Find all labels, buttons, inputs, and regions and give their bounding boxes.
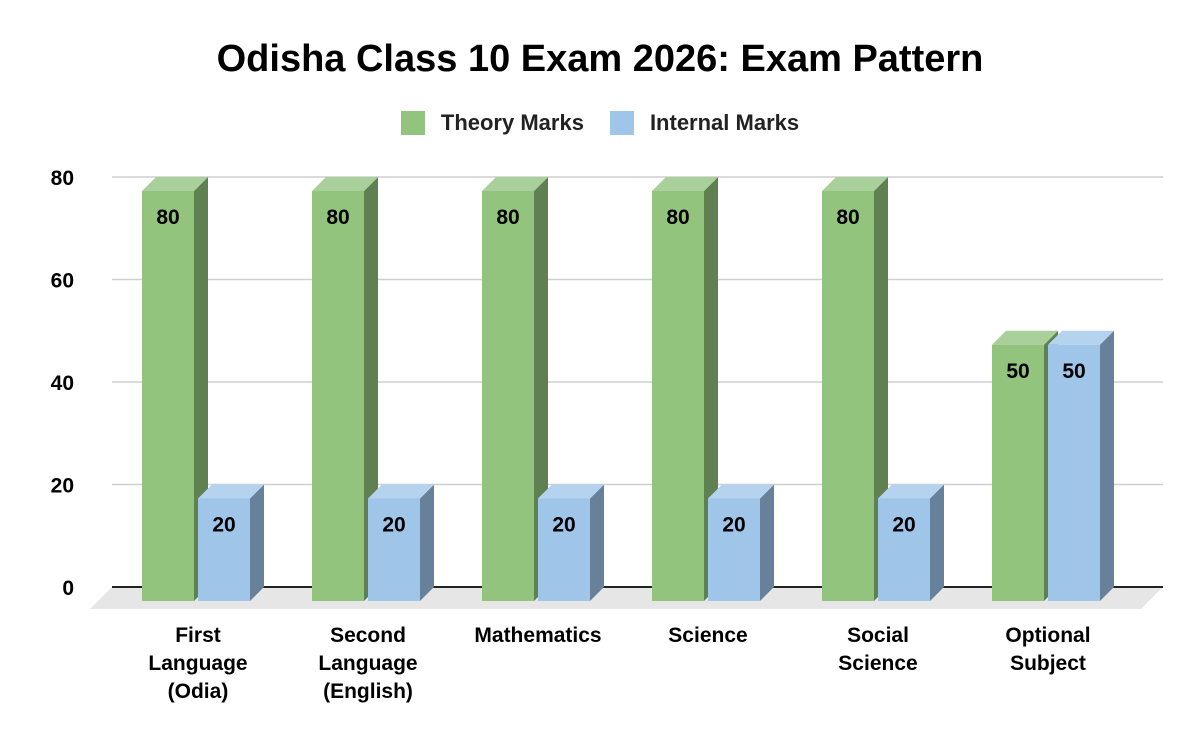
legend: Theory Marks Internal Marks [0, 110, 1200, 136]
data-label: 80 [836, 206, 859, 229]
data-label: 20 [722, 514, 745, 537]
bar-top [822, 177, 888, 191]
legend-item-internal: Internal Marks [609, 110, 800, 136]
bar-internal [708, 498, 760, 601]
x-tick-label: Social Science [838, 624, 917, 675]
bar-internal [1048, 344, 1100, 601]
data-label: 50 [1006, 360, 1029, 383]
data-label: 80 [496, 206, 519, 229]
bar-top [992, 330, 1058, 345]
y-tick-label: 60 [51, 270, 74, 293]
y-tick-label: 40 [51, 372, 74, 395]
data-label: 20 [892, 514, 915, 537]
bar-theory [652, 191, 704, 601]
bar-top [538, 484, 604, 499]
x-tick-label: Mathematics [474, 624, 601, 647]
bar-theory [142, 191, 194, 601]
bar-side [420, 484, 434, 601]
x-tick-label: Second Language (English) [318, 624, 417, 703]
legend-label-internal: Internal Marks [649, 110, 800, 135]
bar-top [312, 177, 378, 191]
bar-internal [198, 498, 250, 601]
bar-side [760, 484, 774, 601]
bar-top [708, 484, 774, 499]
data-label: 20 [552, 514, 575, 537]
legend-item-theory: Theory Marks [400, 110, 584, 136]
bar-top [482, 177, 548, 191]
bar-side [930, 484, 944, 601]
data-label: 20 [382, 514, 405, 537]
y-tick-label: 80 [51, 167, 74, 190]
bar-side [250, 484, 264, 601]
y-tick-label: 20 [51, 475, 74, 498]
legend-swatch-theory [400, 111, 425, 135]
bar-internal [538, 498, 590, 601]
bar-top [878, 484, 944, 499]
y-tick-label: 0 [62, 577, 74, 600]
bar-internal [878, 498, 930, 601]
x-tick-label: Optional Subject [1005, 624, 1090, 675]
data-label: 80 [326, 206, 349, 229]
bar-side [590, 484, 604, 601]
bar-top [198, 484, 264, 499]
data-label: 80 [666, 206, 689, 229]
bar-internal [368, 498, 420, 601]
chart-title: Odisha Class 10 Exam 2026: Exam Pattern [216, 38, 984, 80]
data-label: 80 [156, 206, 179, 229]
x-tick-label: Science [668, 624, 747, 647]
bar-top [1048, 330, 1114, 345]
bar-theory [312, 191, 364, 601]
bar-side [1100, 330, 1114, 601]
bar-top [368, 484, 434, 499]
data-label: 20 [212, 514, 235, 537]
legend-swatch-internal [609, 111, 634, 135]
bar-theory [992, 344, 1044, 601]
x-tick-label: First Language (Odia) [148, 624, 247, 703]
bar-top [652, 177, 718, 191]
bar-theory [822, 191, 874, 601]
legend-label-theory: Theory Marks [440, 110, 584, 135]
bar-theory [482, 191, 534, 601]
bar-top [142, 177, 208, 191]
data-label: 50 [1062, 360, 1085, 383]
